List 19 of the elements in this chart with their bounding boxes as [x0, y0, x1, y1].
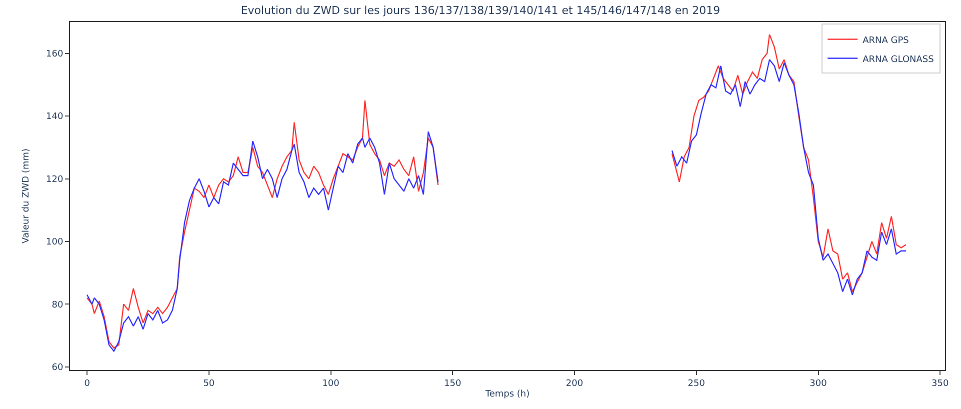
x-tick-label: 50 — [203, 378, 215, 389]
legend-label: ARNA GLONASS — [862, 54, 934, 65]
y-tick-label: 60 — [52, 363, 64, 374]
chart-title: Evolution du ZWD sur les jours 136/137/138/139/140/141 et 145/146/147/148 en 2019 — [240, 4, 720, 17]
x-axis-title: Temps (h) — [484, 390, 530, 400]
y-tick-label: 100 — [46, 238, 64, 248]
legend-label: ARNA GPS — [862, 36, 910, 46]
x-tick-label: 0 — [84, 378, 90, 389]
y-tick-label: 140 — [46, 112, 64, 122]
x-tick-label: 300 — [810, 378, 828, 389]
x-tick-label: 100 — [322, 378, 340, 389]
x-tick-label: 350 — [932, 378, 949, 389]
x-tick-label: 150 — [444, 378, 462, 389]
y-tick-label: 120 — [46, 174, 64, 185]
y-axis-title: Valeur du ZWD (mm) — [21, 148, 32, 244]
y-tick-label: 160 — [46, 50, 64, 60]
x-tick-label: 250 — [688, 378, 706, 389]
y-tick-label: 80 — [52, 300, 64, 310]
x-tick-label: 200 — [566, 378, 584, 389]
